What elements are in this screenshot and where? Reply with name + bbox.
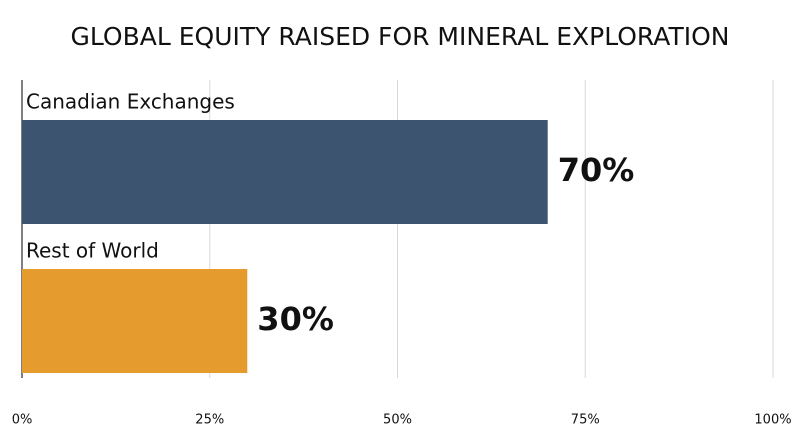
bar [22, 120, 548, 224]
x-tick-label: 100% [754, 413, 791, 428]
category-label: Canadian Exchanges [26, 90, 235, 114]
x-tick-label: 75% [571, 413, 600, 428]
x-tick-label: 50% [383, 413, 412, 428]
x-tick-label: 0% [12, 413, 33, 428]
category-label: Rest of World [26, 239, 159, 263]
bar [22, 269, 248, 373]
x-tick-label: 25% [195, 413, 224, 428]
chart-title: GLOBAL EQUITY RAISED FOR MINERAL EXPLORA… [71, 22, 730, 51]
value-label: 30% [257, 300, 334, 338]
value-label: 70% [558, 151, 635, 189]
